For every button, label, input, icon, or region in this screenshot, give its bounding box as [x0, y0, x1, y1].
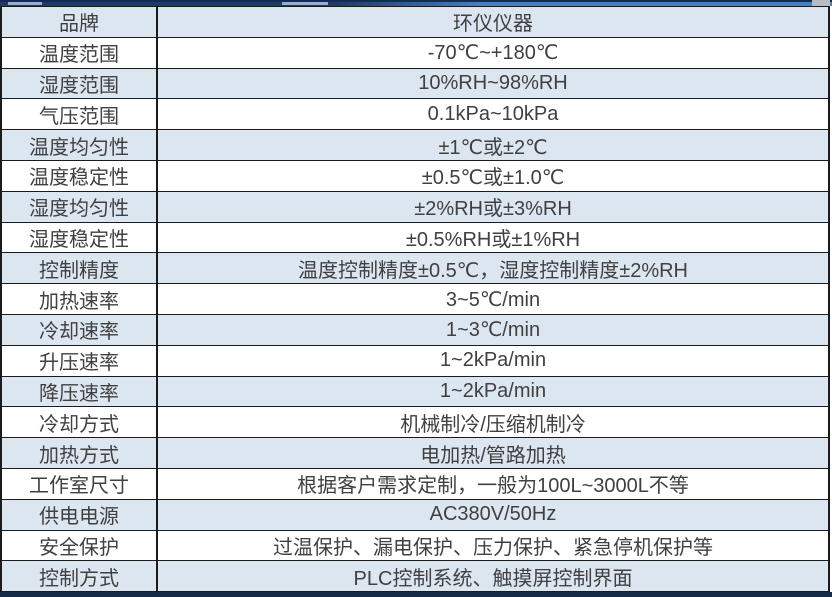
table-row: 控制方式 PLC控制系统、触摸屏控制界面	[2, 561, 828, 593]
table-row: 供电电源 AC380V/50Hz	[2, 499, 828, 531]
spec-label-cell: 温度稳定性	[2, 160, 158, 191]
table-row: 温度稳定性 ±0.5℃或±1.0℃	[2, 160, 828, 192]
spec-label-cell: 温度均匀性	[2, 130, 158, 160]
spec-label-cell: 冷却方式	[2, 407, 158, 438]
spec-label-cell: 控制方式	[2, 561, 158, 592]
spec-label-cell: 加热速率	[2, 284, 158, 314]
spec-label-cell: 加热方式	[2, 438, 158, 468]
table-row: 温度范围 -70℃~+180℃	[2, 37, 828, 69]
spec-label-cell: 供电电源	[2, 499, 158, 530]
spec-label-cell: 升压速率	[2, 345, 158, 376]
spec-value-cell: 0.1kPa~10kPa	[427, 102, 559, 125]
spec-value-cell: 环仪仪器	[453, 13, 533, 36]
spec-label-cell: 气压范围	[2, 99, 158, 130]
spec-value-cell: 1~3℃/min	[445, 319, 541, 342]
top-bar-text-fragment	[8, 2, 42, 5]
table-row: 加热速率 3~5℃/min	[2, 284, 828, 315]
table-row: 湿度范围 10%RH~98%RH	[2, 68, 828, 100]
spec-value-cell: 机械制冷/压缩机制冷	[400, 413, 586, 436]
table-row: 冷却速率 1~3℃/min	[2, 314, 828, 346]
spec-label-cell: 冷却速率	[2, 314, 158, 345]
spec-value-cell: ±1℃或±2℃	[438, 136, 548, 159]
spec-label-cell: 湿度均匀性	[2, 191, 158, 222]
spec-value-cell: ±2%RH或±3%RH	[414, 198, 572, 221]
table-row: 工作室尺寸 根据客户需求定制，一般为100L~3000L不等	[2, 468, 828, 500]
table-row: 降压速率 1~2kPa/min	[2, 376, 828, 408]
table-row: 气压范围 0.1kPa~10kPa	[2, 99, 828, 131]
spec-value-cell: 电加热/管路加热	[420, 444, 566, 467]
table-row: 湿度稳定性 ±0.5%RH或±1%RH	[2, 222, 828, 254]
spec-value-cell: AC380V/50Hz	[429, 503, 557, 526]
top-cutoff-bar	[0, 0, 832, 6]
spec-value-cell: 1~2kPa/min	[439, 349, 547, 372]
table-row: 温度均匀性 ±1℃或±2℃	[2, 130, 828, 161]
table-row: 冷却方式 机械制冷/压缩机制冷	[2, 407, 828, 439]
spec-label-cell: 控制精度	[2, 253, 158, 284]
spec-label-cell: 品牌	[2, 7, 158, 37]
spec-label-cell: 湿度范围	[2, 68, 158, 99]
spec-value-cell: 根据客户需求定制，一般为100L~3000L不等	[297, 475, 689, 498]
table-row: 加热方式 电加热/管路加热	[2, 438, 828, 469]
spec-table: 品牌 环仪仪器 温度范围 -70℃~+180℃ 湿度范围 10%RH~98%RH…	[0, 6, 830, 593]
bottom-cutoff-bar	[0, 592, 832, 597]
table-row: 升压速率 1~2kPa/min	[2, 345, 828, 377]
table-row: 控制精度 温度控制精度±0.5℃，湿度控制精度±2%RH	[2, 253, 828, 285]
spec-value-cell: ±0.5%RH或±1%RH	[405, 228, 581, 251]
table-row: 品牌 环仪仪器	[2, 7, 828, 38]
spec-label-cell: 安全保护	[2, 530, 158, 561]
spec-value-cell: 3~5℃/min	[445, 288, 541, 311]
spec-value-cell: 1~2kPa/min	[439, 379, 547, 402]
spec-value-cell: 过温保护、漏电保护、压力保护、紧急停机保护等	[273, 536, 713, 559]
top-bar-corner-cap	[812, 0, 830, 6]
spec-value-cell: ±0.5℃或±1.0℃	[421, 167, 565, 190]
spec-value-cell: PLC控制系统、触摸屏控制界面	[353, 567, 633, 590]
spec-label-cell: 湿度稳定性	[2, 222, 158, 253]
spec-label-cell: 温度范围	[2, 37, 158, 68]
table-row: 安全保护 过温保护、漏电保护、压力保护、紧急停机保护等	[2, 530, 828, 562]
top-bar-text-fragment	[282, 2, 328, 5]
spec-value-cell: -70℃~+180℃	[427, 42, 559, 65]
spec-label-cell: 工作室尺寸	[2, 468, 158, 499]
spec-value-cell: 温度控制精度±0.5℃，湿度控制精度±2%RH	[297, 259, 688, 282]
spec-value-cell: 10%RH~98%RH	[418, 71, 568, 94]
table-row: 湿度均匀性 ±2%RH或±3%RH	[2, 191, 828, 223]
spec-label-cell: 降压速率	[2, 376, 158, 407]
